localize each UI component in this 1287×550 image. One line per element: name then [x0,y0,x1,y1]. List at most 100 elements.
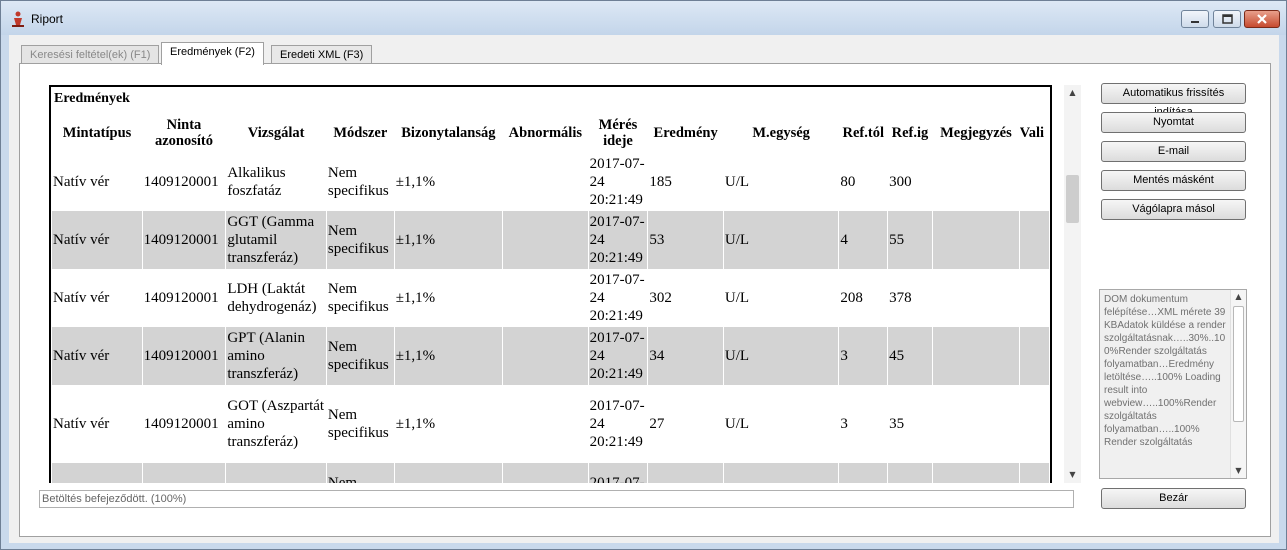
column-header: Vali [1019,125,1045,141]
table-cell: ±1,1% [394,385,504,463]
table-cell [932,211,1021,269]
log-textarea[interactable]: DOM dokumentum felépítése…XML mérete 39 … [1099,289,1247,479]
table-cell: 27 [647,385,724,463]
table-cell: 60 [838,463,889,483]
log-scroll-thumb[interactable] [1233,306,1244,422]
minimize-icon [1191,21,1199,23]
save-as-button[interactable]: Mentés másként [1101,170,1246,191]
table-cell: ±1,1% [394,211,504,269]
report-scrollbar[interactable]: ▲ ▼ [1064,85,1081,483]
table-cell [932,153,1021,211]
table-cell: 378 [887,269,933,327]
table-cell [502,327,589,385]
close-button[interactable]: Bezár [1101,488,1246,509]
app-icon [12,11,24,27]
table-cell [1019,269,1050,327]
close-window-button[interactable] [1244,10,1280,28]
report-view[interactable]: Eredmények Mintatípus Ninta azonosító Vi… [49,85,1064,483]
table-cell: U/L [723,327,840,385]
table-cell: 55 [887,211,933,269]
table-cell: 2017-07-24 20:21:49 [588,385,649,463]
table-cell [1019,327,1050,385]
table-cell: 3 [838,327,889,385]
table-cell: Nem specifikus [326,153,395,211]
table-cell: ±1,1% [394,269,504,327]
column-header: M.egység [752,125,810,141]
report-frame: Eredmények Mintatípus Ninta azonosító Vi… [49,85,1052,483]
table-cell [1019,463,1050,483]
column-header: Mérés ideje [598,117,638,149]
table-cell: Alkalikus foszfatáz [225,153,327,211]
tab-search-criteria[interactable]: Keresési feltétel(ek) (F1) [21,45,160,64]
column-header: Ref.ig [891,125,929,141]
table-cell: 302 [647,269,724,327]
column-header: Abnormális [508,125,582,141]
column-header: Mintatípus [62,125,132,141]
table-header-row: Mintatípus Ninta azonosító Vizsgálat Mód… [52,113,1050,153]
maximize-button[interactable] [1213,10,1241,28]
table-row: Natív vér 1409120001 GGT (Gamma glutamil t… [52,211,1050,269]
table-cell: Natív vér [52,211,143,269]
table-cell: eGFR [225,463,327,483]
table-cell: Nem specifikus [326,211,395,269]
table-cell: 1409120001 [142,211,227,269]
table-cell: 2017-07-24 20:21:49 [588,269,649,327]
auto-refresh-button[interactable]: Automatikus frissítés indítása [1101,83,1246,118]
table-cell [1019,153,1050,211]
column-header: Ref.tól [842,125,884,141]
table-cell [502,463,589,483]
table-cell: GOT (Aszpartát amino transzferáz) [225,385,327,463]
scroll-up-icon[interactable]: ▲ [1069,88,1076,97]
column-header: Módszer [333,125,388,141]
table-cell: Nem specifikus [326,463,395,483]
table-cell [932,385,1021,463]
tab-results[interactable]: Eredmények (F2) [161,42,264,65]
log-scroll-down-icon[interactable]: ▼ [1235,466,1242,475]
table-cell: 53 [647,211,724,269]
maximize-icon [1222,14,1233,24]
table-cell: 3 [838,385,889,463]
table-cell: U/L [723,211,840,269]
table-cell: 150 [887,463,933,483]
table-cell: 2017-07-24 20:21:49 [588,211,649,269]
table-cell [932,463,1021,483]
close-icon [1257,14,1267,24]
table-row: Natív vér 1409120001 LDH (Laktát dehydroge… [52,269,1050,327]
table-cell: 300 [887,153,933,211]
scroll-thumb[interactable] [1066,175,1079,223]
results-table: Mintatípus Ninta azonosító Vizsgálat Mód… [52,113,1050,483]
minimize-button[interactable] [1181,10,1209,28]
table-cell: U/L [723,385,840,463]
table-cell: Natív vér [52,153,143,211]
table-cell: 1409120001 [142,385,227,463]
column-header: Megjegyzés [940,125,1012,141]
email-button[interactable]: E-mail [1101,141,1246,162]
table-cell: GPT (Alanin amino transzferáz) [225,327,327,385]
table-cell: 1409120001 [142,327,227,385]
table-cell: 2017-07-24 20:21:49 [588,153,649,211]
table-cell: Natív vér [52,269,143,327]
log-scroll-up-icon[interactable]: ▲ [1235,292,1242,301]
table-cell: Nem specifikus [326,385,395,463]
table-cell [932,327,1021,385]
title-bar[interactable]: Riport [1,1,1286,35]
table-cell: mL/min/1,73 m2 [723,463,840,483]
table-cell: Nem specifikus [326,327,395,385]
table-cell: 2017-07-24 [588,463,649,483]
table-row: Natív vér1409120001eGFRNem specifikus±1,… [52,463,1050,483]
scroll-down-icon[interactable]: ▼ [1069,470,1076,479]
tab-original-xml[interactable]: Eredeti XML (F3) [271,45,373,64]
table-cell [1019,211,1050,269]
table-cell: 1409120001 [142,269,227,327]
window-title: Riport [31,12,64,26]
copy-to-clipboard-button[interactable]: Vágólapra másol [1101,199,1246,220]
table-cell: 208 [838,269,889,327]
table-row: Natív vér 1409120001 GPT (Alanin amino tra… [52,327,1050,385]
log-scrollbar[interactable]: ▲ ▼ [1230,290,1246,478]
table-cell: 1409120001 [142,153,227,211]
table-cell [932,269,1021,327]
table-cell: ±1,1% [394,327,504,385]
table-cell: U/L [723,269,840,327]
print-button[interactable]: Nyomtat [1101,112,1246,133]
